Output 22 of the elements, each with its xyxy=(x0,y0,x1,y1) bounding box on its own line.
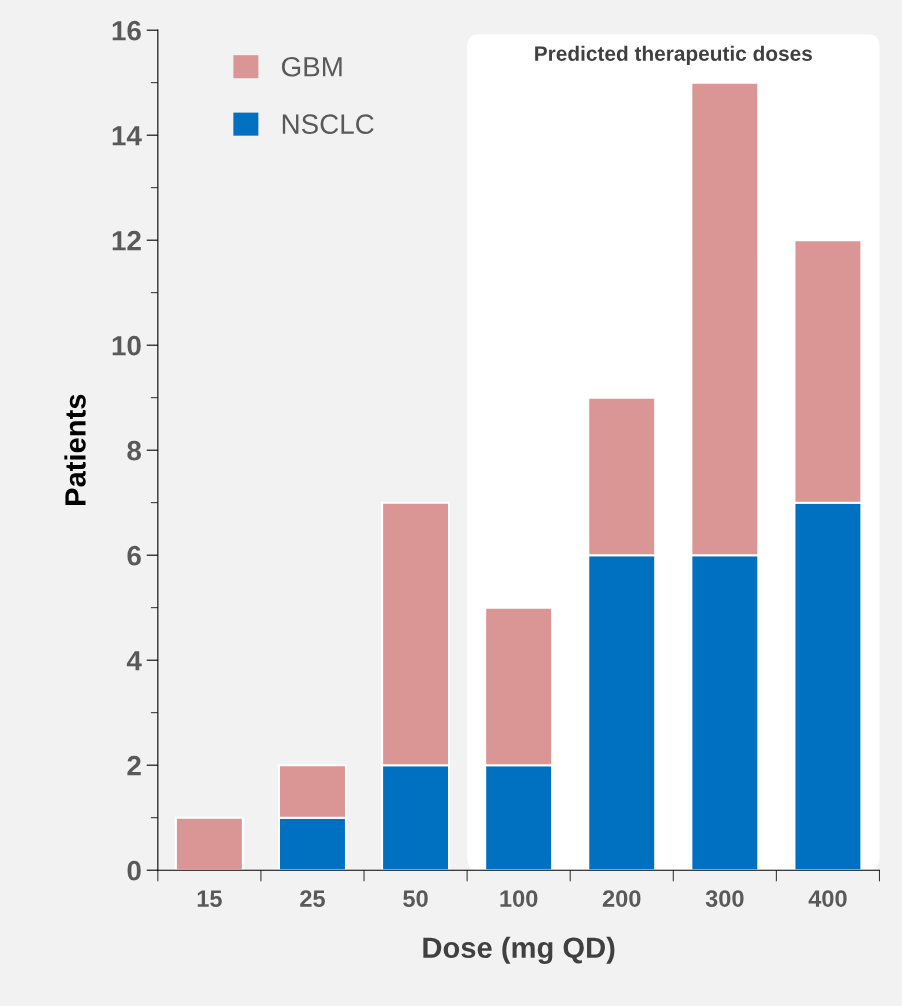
y-tick-label: 10 xyxy=(112,335,141,356)
x-tick-label: 300 xyxy=(705,890,744,908)
y-tick-label: 8 xyxy=(127,440,142,461)
x-tick-label: 50 xyxy=(403,890,428,907)
bar xyxy=(174,816,244,871)
y-tick-label: 2 xyxy=(127,755,141,776)
x-axis-title: Dose (mg QD) xyxy=(423,936,615,964)
x-tick-label: 200 xyxy=(602,890,641,907)
band-label: Predicted therapeutic doses xyxy=(535,45,812,66)
x-tick-label: 400 xyxy=(808,890,847,907)
y-tick-label: 16 xyxy=(112,20,141,41)
y-tick-label: 0 xyxy=(127,860,141,881)
y-tick-label: 12 xyxy=(112,230,141,251)
legend-label: GBM xyxy=(281,56,342,77)
legend-label: NSCLC xyxy=(282,114,374,134)
y-tick-label: 4 xyxy=(126,651,142,671)
x-tick-label: 15 xyxy=(197,890,222,907)
y-tick-label: 6 xyxy=(127,545,141,566)
x-tick-label: 25 xyxy=(300,890,325,907)
y-tick-label: 14 xyxy=(112,126,142,146)
y-axis-title: Patients xyxy=(64,394,86,505)
x-tick-label: 100 xyxy=(500,890,538,907)
